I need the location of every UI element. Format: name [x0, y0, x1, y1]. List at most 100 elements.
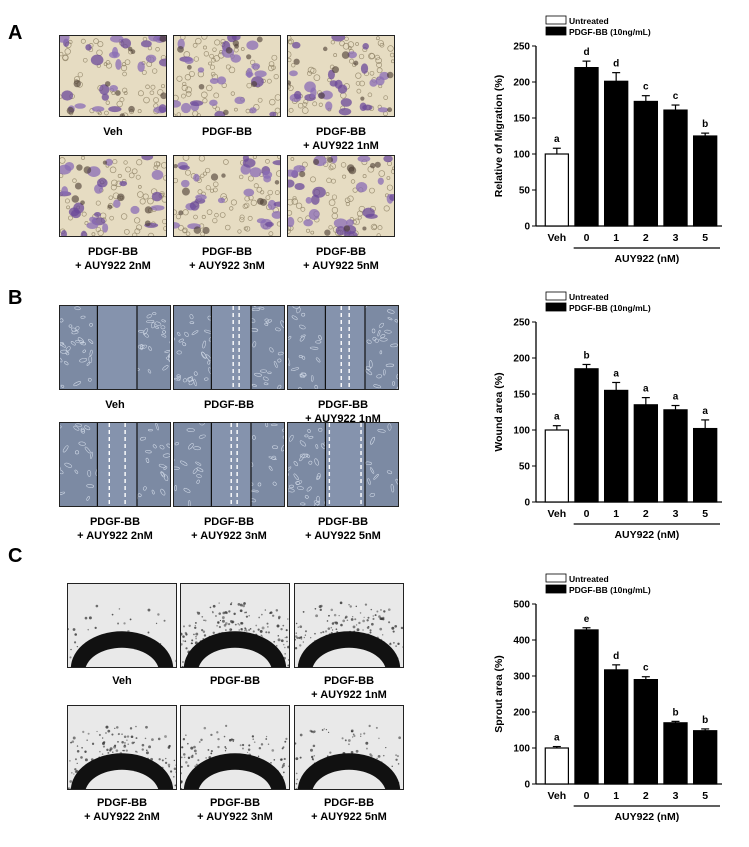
significance-letter: a: [643, 384, 649, 395]
micrograph-migration-3: [287, 35, 395, 117]
micrograph-image: [288, 306, 398, 389]
caption-treatment: PDGF-BB: [281, 515, 405, 529]
legend-label: Untreated: [569, 574, 609, 584]
y-tick-label: 100: [513, 744, 530, 755]
caption-treatment: PDGF-BB: [281, 125, 401, 139]
micrograph-sprout-2: [180, 583, 290, 668]
x-tick-label: 2: [643, 232, 649, 244]
x-tick-label: 3: [673, 508, 679, 520]
micrograph-image: [288, 36, 394, 116]
image-caption: PDGF-BB+ AUY922 3nM: [167, 245, 287, 273]
micrograph-image: [60, 36, 166, 116]
x-tick-label: 5: [702, 508, 708, 520]
caption-treatment: Veh: [53, 398, 177, 412]
image-caption: PDGF-BB: [167, 398, 291, 412]
y-tick-label: 300: [513, 672, 530, 683]
micrograph-image: [174, 36, 280, 116]
bar: [634, 101, 657, 226]
y-tick-label: 400: [513, 636, 530, 647]
legend-swatch: [546, 16, 566, 24]
caption-treatment: PDGF-BB: [53, 245, 173, 259]
significance-letter: b: [702, 119, 708, 130]
panel-letter-a: A: [8, 22, 22, 45]
bar: [575, 68, 598, 226]
y-tick-label: 150: [513, 114, 530, 125]
significance-letter: d: [613, 59, 619, 70]
significance-letter: d: [583, 47, 589, 58]
bar: [575, 369, 598, 502]
image-caption: PDGF-BB+ AUY922 2nM: [53, 515, 177, 543]
significance-letter: a: [554, 412, 560, 423]
x-tick-label: 2: [643, 508, 649, 520]
micrograph-image: [68, 706, 176, 789]
caption-dose: + AUY922 2nM: [53, 259, 173, 273]
caption-treatment: PDGF-BB: [174, 796, 296, 810]
caption-dose: + AUY922 2nM: [61, 810, 183, 824]
caption-dose: + AUY922 5nM: [288, 810, 410, 824]
legend-label: Untreated: [569, 16, 609, 26]
y-axis-title: Wound area (%): [493, 372, 505, 451]
micrograph-sprout-6: [294, 705, 404, 790]
caption-treatment: PDGF-BB: [281, 245, 401, 259]
y-tick-label: 250: [513, 318, 530, 329]
x-tick-label: Veh: [547, 508, 566, 520]
micrograph-migration-2: [173, 35, 281, 117]
caption-dose: + AUY922 3nM: [167, 259, 287, 273]
y-tick-label: 150: [513, 390, 530, 401]
caption-treatment: PDGF-BB: [288, 796, 410, 810]
bar: [664, 110, 687, 226]
y-axis-title: Relative of Migration (%): [493, 75, 505, 198]
y-tick-label: 200: [513, 708, 530, 719]
caption-treatment: Veh: [61, 674, 183, 688]
caption-treatment: PDGF-BB: [167, 398, 291, 412]
micrograph-image: [174, 156, 280, 236]
significance-letter: a: [554, 733, 560, 744]
significance-letter: e: [584, 614, 590, 625]
micrograph-image: [68, 584, 176, 667]
x-tick-label: 1: [613, 790, 619, 802]
micrograph-image: [60, 423, 170, 506]
group-label: AUY922 (nM): [614, 529, 679, 541]
caption-dose: + AUY922 5nM: [281, 529, 405, 543]
x-tick-label: 1: [613, 232, 619, 244]
micrograph-migration-5: [173, 155, 281, 237]
micrograph-image: [295, 584, 403, 667]
legend-swatch: [546, 574, 566, 582]
caption-treatment: PDGF-BB: [53, 515, 177, 529]
legend-label: PDGF-BB (10ng/mL): [569, 585, 651, 595]
y-tick-label: 100: [513, 150, 530, 161]
micrograph-image: [60, 156, 166, 236]
micrograph-sprout-5: [180, 705, 290, 790]
y-tick-label: 0: [524, 498, 530, 509]
legend-swatch: [546, 585, 566, 593]
significance-letter: b: [702, 715, 708, 726]
significance-letter: a: [702, 406, 708, 417]
legend-swatch: [546, 27, 566, 35]
bar: [575, 630, 598, 784]
x-tick-label: 0: [584, 232, 590, 244]
image-caption: PDGF-BB+ AUY922 1nM: [281, 125, 401, 153]
y-tick-label: 100: [513, 426, 530, 437]
image-caption: Veh: [53, 398, 177, 412]
bar: [634, 405, 657, 502]
micrograph-image: [174, 423, 284, 506]
caption-treatment: PDGF-BB: [61, 796, 183, 810]
image-caption: PDGF-BB+ AUY922 5nM: [281, 245, 401, 273]
caption-dose: + AUY922 1nM: [281, 139, 401, 153]
x-tick-label: 0: [584, 508, 590, 520]
y-tick-label: 250: [513, 42, 530, 53]
micrograph-image: [288, 423, 398, 506]
bar: [545, 154, 568, 226]
bar: [694, 429, 717, 502]
micrograph-sprout-4: [67, 705, 177, 790]
legend-label: PDGF-BB (10ng/mL): [569, 303, 651, 313]
significance-letter: b: [583, 350, 589, 361]
image-caption: PDGF-BB+ AUY922 5nM: [288, 796, 410, 824]
caption-dose: + AUY922 5nM: [281, 259, 401, 273]
y-tick-label: 50: [519, 462, 531, 473]
legend-swatch: [546, 292, 566, 300]
bar: [605, 390, 628, 502]
